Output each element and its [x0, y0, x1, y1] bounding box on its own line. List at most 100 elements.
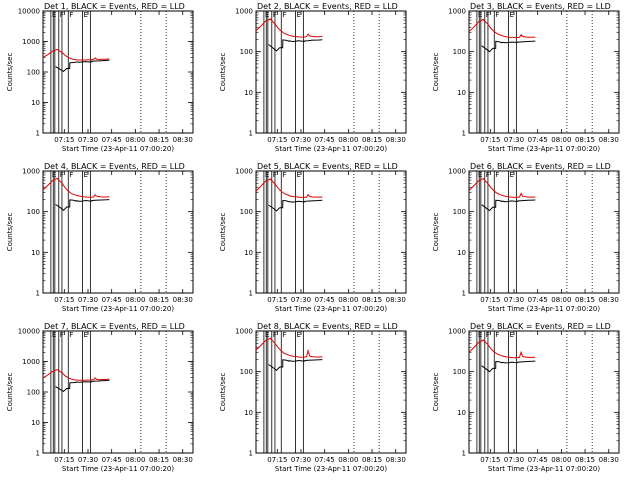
y-axis-label: Counts/sec [219, 53, 227, 92]
flag-label: F [69, 331, 73, 339]
x-axis-label: Start Time (23-Apr-11 07:00:20) [62, 305, 174, 313]
y-tick-label: 10000 [18, 8, 40, 16]
y-tick-label: 1000 [235, 328, 253, 336]
flag-label: E [478, 171, 482, 179]
y-tick-label: 1 [36, 450, 40, 458]
x-tick-label: 08:00 [338, 456, 358, 464]
y-tick-label: 100 [27, 389, 40, 397]
chart-title: Det 5, BLACK = Events, RED = LLD [257, 162, 398, 171]
detector-panel-3: Det 3, BLACK = Events, RED = LLD 1 10 100 10… [426, 0, 639, 160]
detector-chart-8: Det 8, BLACK = Events, RED = LLD 1 10 100 10… [219, 322, 407, 473]
detector-panel-9: Det 9, BLACK = Events, RED = LLD 1 10 100 10… [426, 320, 639, 480]
y-tick-label: 10 [457, 409, 466, 417]
y-tick-label: 1 [249, 450, 253, 458]
event-rate-line [481, 40, 536, 53]
y-tick-label: 10 [244, 249, 253, 257]
y-tick-label: 100 [27, 208, 40, 216]
flag-label: F [495, 171, 499, 179]
x-tick-label: 08:00 [551, 296, 571, 304]
chart-title: Det 3, BLACK = Events, RED = LLD [470, 2, 611, 11]
x-tick-label: 08:15 [575, 136, 595, 144]
flag-label: F [282, 331, 286, 339]
x-axis-label: Start Time (23-Apr-11 07:00:20) [488, 145, 600, 153]
y-tick-label: 100 [453, 368, 466, 376]
detector-chart-7: Det 7, BLACK = Events, RED = LLD 1 10 100 10… [6, 322, 194, 473]
detector-chart-9: Det 9, BLACK = Events, RED = LLD 1 10 100 10… [432, 322, 620, 473]
y-tick-label: 1 [36, 290, 40, 298]
x-tick-label: 07:30 [504, 456, 524, 464]
y-tick-label: 100 [27, 69, 40, 77]
y-tick-label: 10 [457, 249, 466, 257]
y-tick-label: 1 [249, 130, 253, 138]
detector-panel-6: Det 6, BLACK = Events, RED = LLD 1 10 100 10… [426, 160, 639, 320]
flag-label: F [486, 171, 490, 179]
x-tick-label: 07:45 [102, 136, 122, 144]
y-axis-label: Counts/sec [6, 213, 14, 252]
event-rate-line [268, 39, 323, 52]
plot-frame [468, 330, 620, 454]
flag-label: E [83, 331, 87, 339]
x-tick-label: 08:00 [338, 296, 358, 304]
plot-frame [42, 330, 194, 454]
y-tick-label: 1000 [448, 8, 466, 16]
x-tick-label: 08:15 [149, 456, 169, 464]
x-tick-label: 07:15 [267, 136, 287, 144]
y-tick-label: 100 [240, 208, 253, 216]
y-axis-label: Counts/sec [432, 213, 440, 252]
y-axis-label: Counts/sec [6, 373, 14, 412]
x-tick-label: 07:15 [480, 136, 500, 144]
x-tick-label: 08:30 [386, 136, 406, 144]
x-tick-label: 08:00 [338, 136, 358, 144]
x-tick-label: 08:15 [575, 456, 595, 464]
detector-panel-8: Det 8, BLACK = Events, RED = LLD 1 10 100 10… [213, 320, 426, 480]
plot-frame [255, 170, 407, 294]
detector-chart-3: Det 3, BLACK = Events, RED = LLD 1 10 100 10… [432, 2, 620, 153]
flag-label: E [52, 331, 56, 339]
x-tick-label: 07:15 [267, 456, 287, 464]
y-tick-label: 1 [462, 290, 466, 298]
x-axis-label: Start Time (23-Apr-11 07:00:20) [488, 465, 600, 473]
x-tick-label: 07:45 [102, 296, 122, 304]
x-axis-label: Start Time (23-Apr-11 07:00:20) [275, 305, 387, 313]
x-tick-label: 08:30 [386, 296, 406, 304]
x-tick-label: 08:00 [125, 136, 145, 144]
detector-chart-5: Det 5, BLACK = Events, RED = LLD 1 10 100 10… [219, 162, 407, 313]
event-rate-line [268, 359, 323, 371]
lld-rate-line [468, 18, 536, 39]
chart-title: Det 9, BLACK = Events, RED = LLD [470, 322, 611, 331]
x-tick-label: 07:15 [54, 456, 74, 464]
y-tick-label: 10 [457, 89, 466, 97]
detector-chart-2: Det 2, BLACK = Events, RED = LLD 1 10 100 10… [219, 2, 407, 153]
chart-title: Det 4, BLACK = Events, RED = LLD [44, 162, 185, 171]
x-tick-label: 07:15 [54, 136, 74, 144]
plot-frame [42, 170, 194, 294]
flag-label: E [265, 331, 269, 339]
x-tick-label: 07:15 [480, 296, 500, 304]
y-tick-label: 1000 [22, 38, 40, 46]
x-tick-label: 07:15 [480, 456, 500, 464]
x-tick-label: 07:45 [102, 456, 122, 464]
y-tick-label: 10000 [18, 328, 40, 336]
y-tick-label: 10 [244, 89, 253, 97]
y-tick-label: 1 [462, 130, 466, 138]
x-tick-label: 08:00 [551, 456, 571, 464]
y-axis-label: Counts/sec [432, 373, 440, 412]
flag-label: F [60, 11, 64, 19]
flag-label: F [486, 11, 490, 19]
lld-rate-line [468, 177, 536, 198]
plot-frame [255, 330, 407, 454]
flag-label: F [60, 171, 64, 179]
x-axis-label: Start Time (23-Apr-11 07:00:20) [62, 465, 174, 473]
flag-label: E [296, 11, 300, 19]
y-tick-label: 10 [31, 419, 40, 427]
x-tick-label: 08:30 [599, 136, 619, 144]
chart-title: Det 8, BLACK = Events, RED = LLD [257, 322, 398, 331]
flag-label: E [509, 11, 513, 19]
x-tick-label: 08:15 [362, 296, 382, 304]
event-rate-line [55, 379, 110, 393]
flag-label: F [495, 331, 499, 339]
x-tick-label: 08:00 [125, 296, 145, 304]
x-axis-label: Start Time (23-Apr-11 07:00:20) [275, 145, 387, 153]
y-tick-label: 100 [240, 368, 253, 376]
